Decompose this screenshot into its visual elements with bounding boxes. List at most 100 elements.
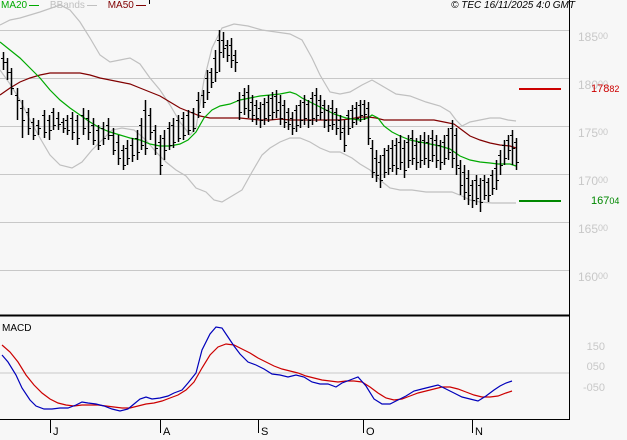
ohlc-bar	[56, 112, 61, 130]
ohlc-bar	[139, 118, 144, 150]
ohlc-bar	[422, 132, 427, 165]
price-axis-label: 16500	[578, 222, 609, 236]
legend-ma50: MA50	[108, 0, 146, 11]
ohlc-bar	[298, 100, 303, 128]
ohlc-bar	[314, 88, 319, 122]
ohlc-bar	[342, 120, 347, 152]
x-axis-label: N	[475, 426, 483, 438]
ohlc-bar	[171, 118, 176, 148]
ohlc-bar	[262, 98, 267, 125]
ohlc-bar	[502, 140, 507, 165]
ohlc-bar	[31, 118, 36, 140]
ohlc-bar	[326, 105, 331, 132]
macd-title: MACD	[2, 323, 32, 334]
ohlc-bar	[494, 160, 499, 190]
ohlc-bar	[346, 110, 351, 135]
ohlc-bar	[506, 135, 511, 160]
ohlc-bar	[225, 40, 230, 62]
macd-axis-label: 150	[586, 341, 605, 353]
ohlc-bar	[135, 130, 140, 160]
ohlc-bar	[229, 38, 234, 68]
ohlc-bar	[362, 100, 367, 120]
ohlc-bar	[221, 32, 226, 58]
ohlc-bar	[111, 128, 116, 155]
ohlc-bars	[1, 30, 519, 212]
ohlc-bar	[402, 140, 407, 178]
macd-lines	[1, 326, 513, 412]
ohlc-bar	[306, 100, 311, 128]
ohlc-bar	[334, 108, 339, 135]
ohlc-bar	[186, 110, 191, 135]
ohlc-bar	[410, 130, 415, 165]
ohlc-bar	[302, 95, 307, 125]
ohlc-bar	[86, 110, 91, 140]
ohlc-bar	[36, 120, 41, 135]
legend-bbands: BBands	[50, 0, 97, 11]
ohlc-bar	[278, 95, 283, 125]
ohlc-bar	[125, 140, 130, 165]
ohlc-bar	[91, 118, 96, 145]
ohlc-bar	[191, 108, 196, 132]
ohlc-bar	[266, 95, 271, 122]
price-axis-label: 16000	[578, 270, 609, 284]
bb-lower-line	[0, 69, 516, 204]
bb-upper-line	[0, 4, 517, 136]
bbands-swatch-icon	[86, 4, 97, 6]
ohlc-bar	[478, 178, 483, 212]
bollinger-bands	[0, 4, 517, 204]
ohlc-bar	[176, 115, 181, 142]
ohlc-bar	[310, 92, 315, 125]
macd-path	[1, 326, 513, 412]
ohlc-bar	[130, 138, 135, 162]
ohlc-bar	[426, 135, 431, 168]
ohlc-bar	[350, 105, 355, 128]
ohlc-bar	[514, 138, 519, 170]
ohlc-bar	[47, 115, 52, 140]
support-label: 16704	[591, 195, 620, 207]
price-axis-label: 17000	[578, 174, 609, 188]
ohlc-bar	[181, 112, 186, 140]
ohlc-bar	[250, 95, 255, 122]
ohlc-bar	[282, 100, 287, 128]
ohlc-bar	[370, 140, 375, 178]
ohlc-bar	[143, 100, 148, 155]
ohlc-bar	[121, 145, 126, 170]
ohlc-bar	[430, 130, 435, 162]
macd-axis-label: 050	[586, 361, 605, 373]
x-axis-label: J	[53, 426, 59, 438]
ohlc-bar	[486, 178, 491, 202]
ohlc-bar	[322, 100, 327, 128]
ohlc-bar	[286, 108, 291, 130]
ohlc-bar	[254, 100, 259, 125]
ohlc-bar	[438, 140, 443, 170]
ohlc-bar	[233, 50, 238, 72]
ohlc-bar	[26, 108, 31, 135]
support-resistance-lines	[519, 88, 561, 202]
ma20-swatch-icon	[29, 4, 40, 6]
ohlc-bar	[42, 110, 47, 138]
ohlc-bar	[398, 135, 403, 170]
ohlc-bar	[217, 30, 222, 72]
ma50-swatch-icon	[135, 4, 146, 6]
x-axis-label: A	[163, 426, 171, 438]
ohlc-bar	[65, 115, 70, 135]
ohlc-bar	[15, 88, 20, 120]
macd-signal-path	[1, 343, 513, 409]
ohlc-bar	[81, 108, 86, 135]
ohlc-bar	[274, 90, 279, 118]
ohlc-bar	[96, 125, 101, 150]
ohlc-bar	[158, 135, 163, 175]
ohlc-bar	[242, 88, 247, 115]
ohlc-bar	[9, 68, 14, 95]
ohlc-bar	[450, 120, 455, 168]
ohlc-bar	[294, 105, 299, 132]
ohlc-bar	[462, 165, 467, 200]
ohlc-bar	[106, 118, 111, 140]
ohlc-bar	[196, 92, 201, 118]
ohlc-bar	[442, 135, 447, 165]
price-axis-label: 18000	[578, 78, 609, 92]
ohlc-bar	[70, 112, 75, 140]
macd-axis-label: -050	[582, 382, 605, 394]
ohlc-bar	[51, 108, 56, 130]
